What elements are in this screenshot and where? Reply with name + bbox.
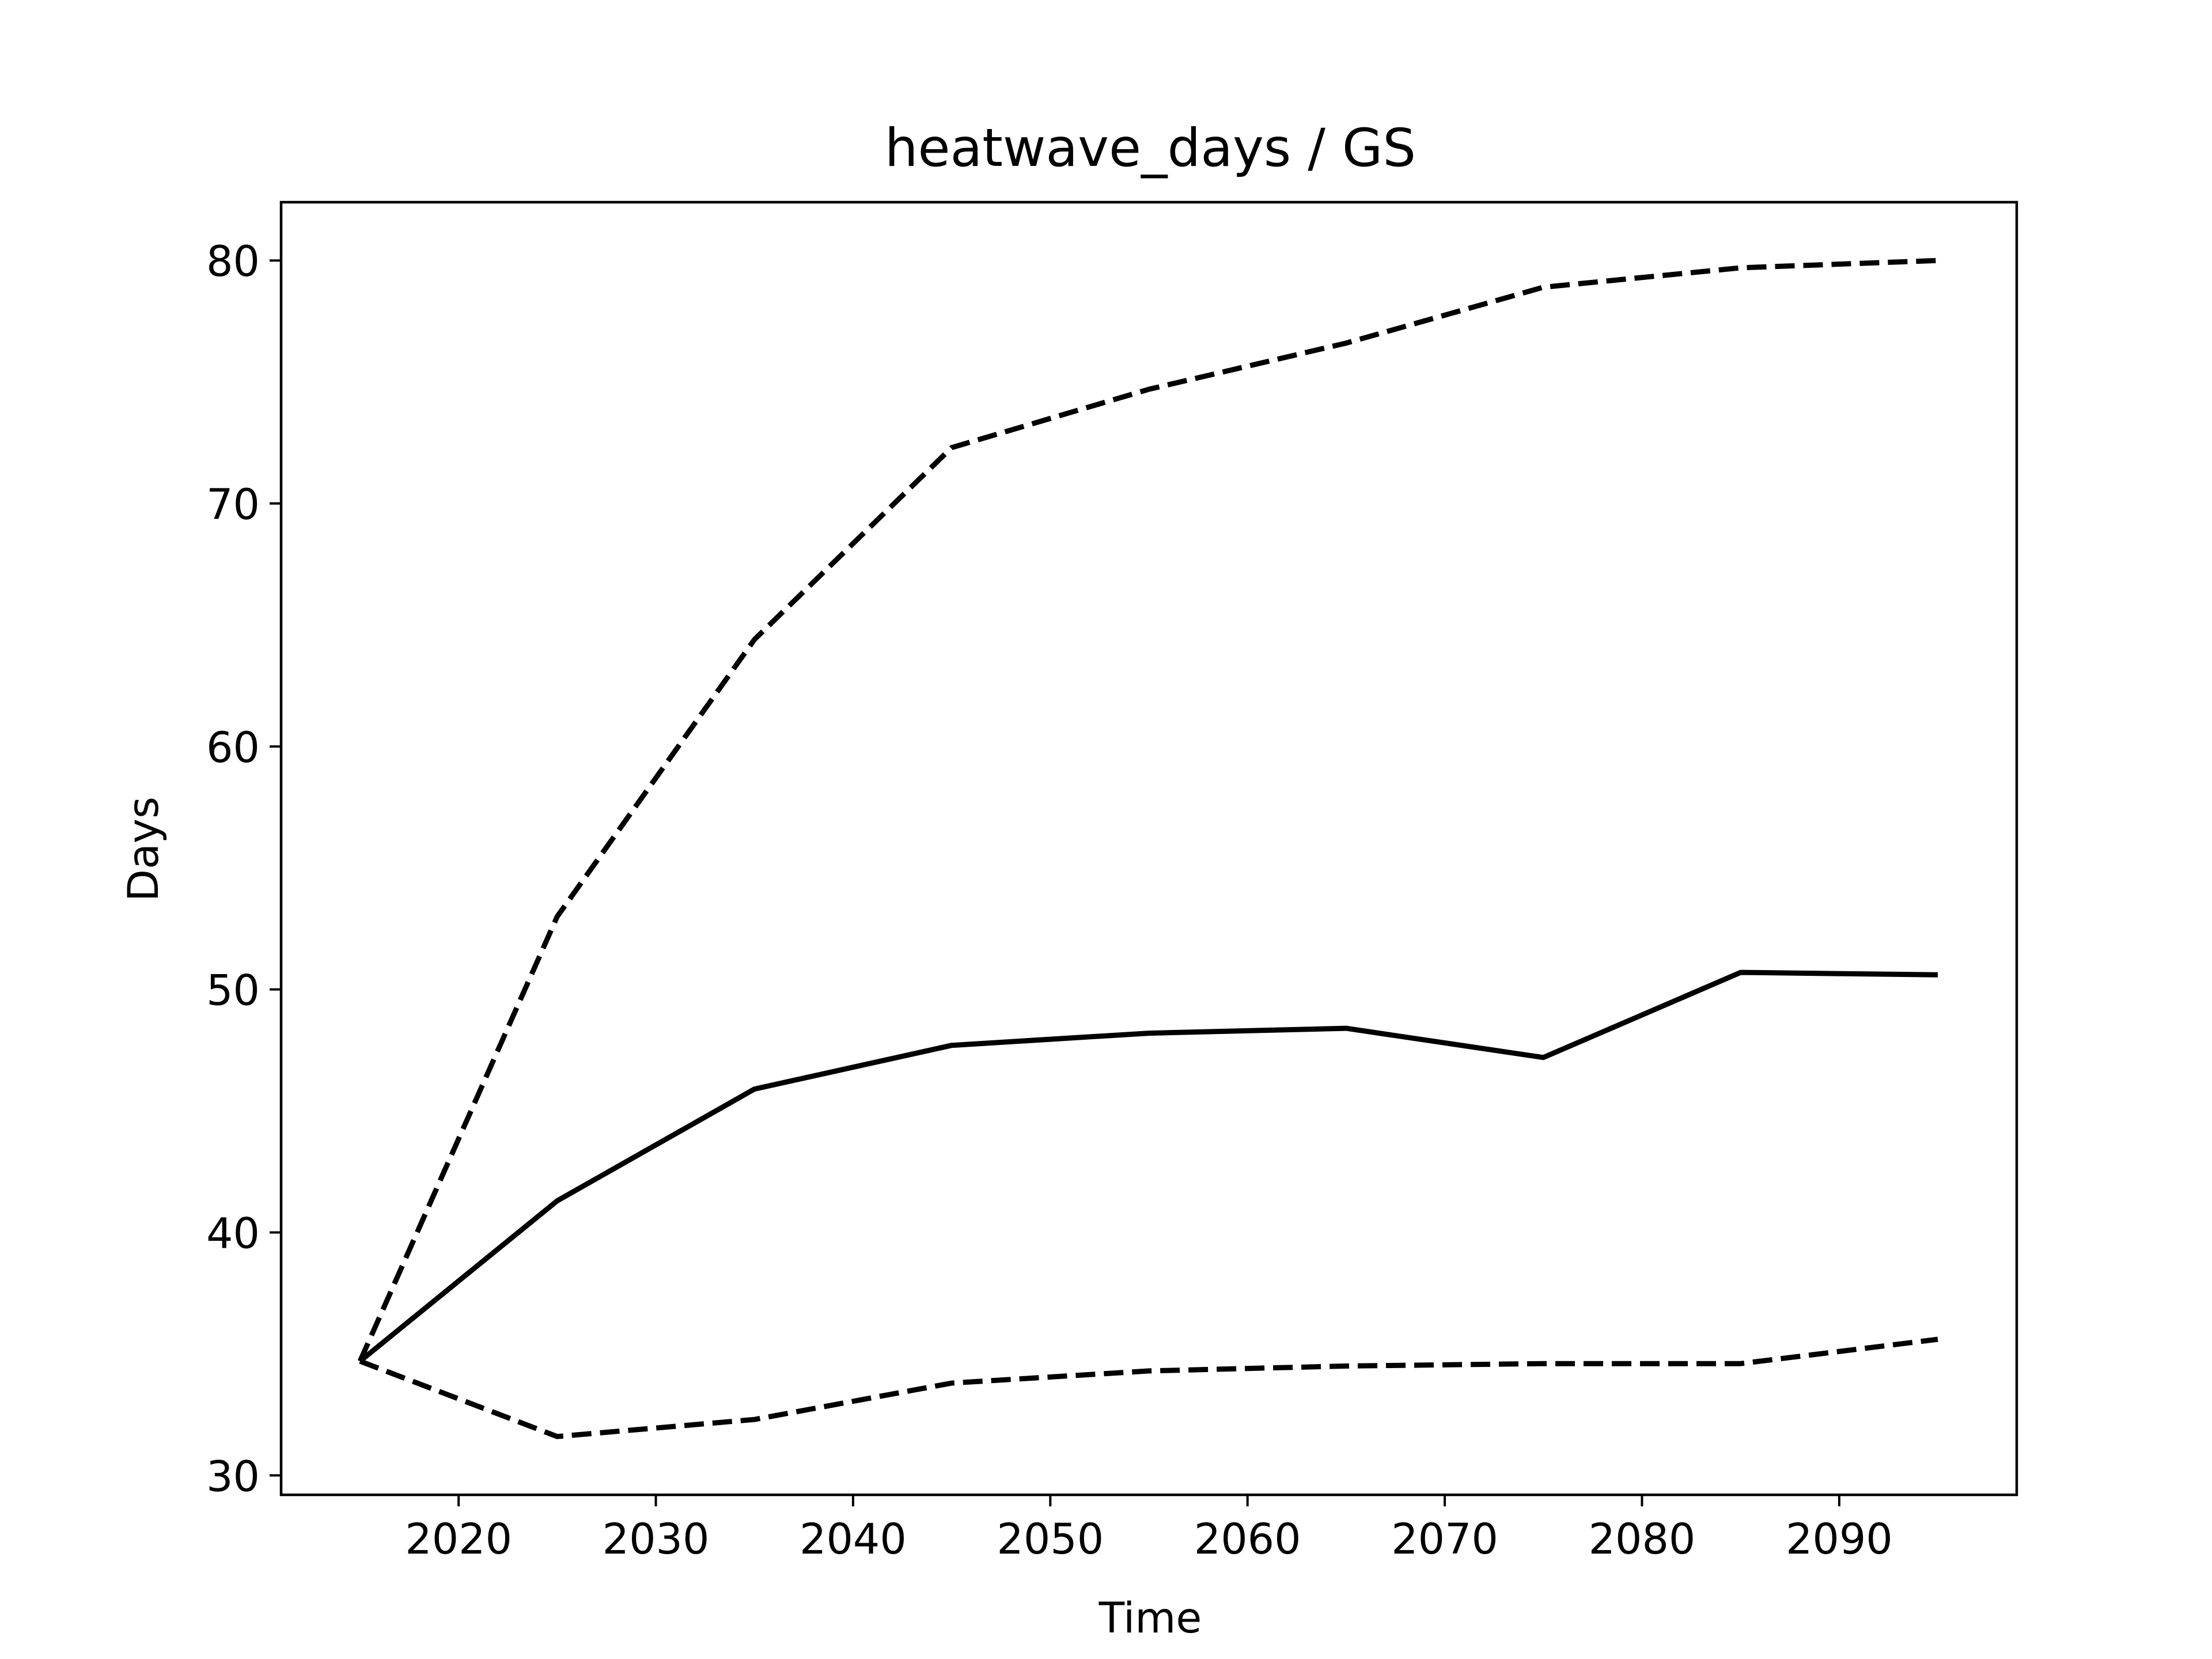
x-tick-label: 2080 [1589,1515,1696,1564]
x-axis-label: Time [1099,1594,1202,1643]
chart-title: heatwave_days / GS [885,118,1416,179]
y-tick-label: 70 [206,480,260,529]
y-tick-label: 30 [206,1452,260,1501]
series-line-1 [357,257,1938,1362]
y-axis-label: Days [119,797,168,902]
x-tick-label: 2060 [1194,1515,1301,1564]
series-line-2 [358,969,1938,1363]
y-tick-label: 50 [206,967,260,1016]
x-tick-label: 2070 [1391,1515,1498,1564]
series-layer [357,257,1938,1440]
x-tick-label: 2090 [1786,1515,1893,1564]
x-tick-label: 2030 [603,1515,710,1564]
x-tick-label: 2040 [800,1515,907,1564]
x-tick-label: 2020 [405,1515,512,1564]
series-line-3 [359,1336,1938,1440]
y-tick-label: 80 [206,237,260,286]
x-tick-label: 2050 [997,1515,1104,1564]
plot-frame [279,200,2018,1497]
y-tick-label: 60 [206,724,260,772]
axes-layer: 2020 2030 2040 2050 2060 2070 2080 2090 30 40 50 60… [206,237,1893,1564]
y-tick-label: 40 [206,1209,260,1258]
